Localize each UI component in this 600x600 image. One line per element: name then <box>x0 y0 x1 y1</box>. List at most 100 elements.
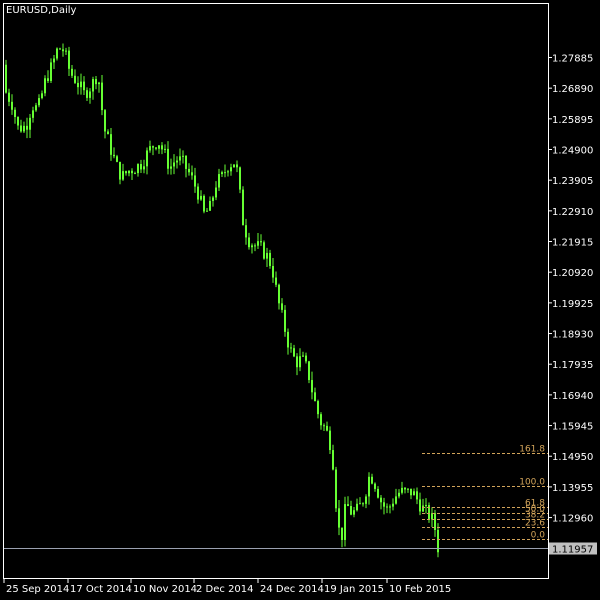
candle-body <box>80 81 82 88</box>
candle-body <box>437 529 439 553</box>
time-tick-label: 24 Dec 2014 <box>260 584 324 595</box>
candle-body <box>266 252 268 259</box>
candle-body <box>302 355 304 357</box>
candle-body <box>299 356 301 368</box>
candle-body <box>146 150 148 167</box>
symbol-label: EURUSD,Daily <box>6 5 77 16</box>
fibo-level-label: 61.8 <box>525 499 545 509</box>
candle-body <box>149 146 151 151</box>
candle-body <box>239 167 241 190</box>
candle-body <box>8 92 10 102</box>
candle-body <box>11 101 13 110</box>
candle-body <box>215 187 217 198</box>
current-price-tag-box <box>549 542 597 555</box>
candle-body <box>323 425 325 427</box>
candle-body <box>224 172 226 174</box>
price-tick-label: 1.23905 <box>552 176 593 187</box>
candle-body <box>278 284 280 304</box>
candle-body <box>56 48 58 59</box>
candle-body <box>230 167 232 172</box>
candle-body <box>401 487 403 493</box>
candle-body <box>137 164 139 174</box>
candle-body <box>251 245 253 248</box>
price-tick-label: 1.25895 <box>552 115 593 126</box>
candle-body <box>227 171 229 173</box>
candle-body <box>131 170 133 174</box>
candle-body <box>257 241 259 246</box>
candle-body <box>398 492 400 497</box>
candle-body <box>305 355 307 362</box>
candle-body <box>200 195 202 200</box>
candle-body <box>185 155 187 169</box>
candle-body <box>332 450 334 470</box>
candle-body <box>425 505 427 507</box>
candle-body <box>44 78 46 94</box>
candle-body <box>26 125 28 130</box>
current-price-tag: 1.11957 <box>549 542 597 556</box>
candle-body <box>38 98 40 106</box>
candle-body <box>236 164 238 168</box>
candle-body <box>242 189 244 226</box>
candle-body <box>29 117 31 130</box>
time-tick-label: 25 Sep 2014 <box>6 584 69 595</box>
candle-body <box>341 527 343 540</box>
candle-body <box>320 414 322 426</box>
fibo-level-label: 38.2 <box>525 511 545 521</box>
candle-body <box>347 504 349 507</box>
candle-body <box>176 160 178 163</box>
fibo-level-label: 50.0 <box>525 505 545 515</box>
candle-body <box>407 488 409 490</box>
fibo-level-label: 23.6 <box>525 519 545 529</box>
candle-body <box>359 503 361 505</box>
candle-body <box>50 62 52 81</box>
candle-body <box>32 110 34 118</box>
candle-body <box>155 147 157 149</box>
candle-body <box>290 347 292 349</box>
candle-body <box>362 503 364 505</box>
time-tick-label: 10 Nov 2014 <box>133 584 197 595</box>
candle-body <box>143 166 145 170</box>
candle-body <box>188 168 190 173</box>
candle-body <box>314 392 316 402</box>
candle-body <box>383 502 385 507</box>
candle-body <box>338 508 340 528</box>
candle-body <box>62 49 64 52</box>
candle-body <box>125 171 127 174</box>
candle-body <box>113 154 115 157</box>
candle-body <box>203 195 205 212</box>
candle-body <box>374 483 376 489</box>
candle-body <box>221 172 223 175</box>
candle-body <box>104 110 106 132</box>
candle-body <box>404 487 406 490</box>
price-tick-label: 1.24900 <box>552 146 593 157</box>
candle-body <box>296 356 298 368</box>
candle-body <box>107 131 109 135</box>
current-price-tag-label: 1.11957 <box>552 545 593 556</box>
price-tick-label: 1.19925 <box>552 299 593 310</box>
candle-body <box>371 476 373 484</box>
candle-body <box>335 469 337 509</box>
price-tick-label: 1.20920 <box>552 268 593 279</box>
candle-body <box>194 175 196 187</box>
candle-body <box>344 504 346 540</box>
candle-body <box>74 75 76 83</box>
candle-body <box>212 197 214 201</box>
candle-body <box>20 125 22 132</box>
candle-body <box>86 90 88 98</box>
fibonacci-retracement[interactable]: 161.8 100.0 61.850.038.223.6 0.0 <box>422 445 548 541</box>
candle-body <box>419 499 421 512</box>
candle-body <box>197 186 199 200</box>
candle-body <box>317 401 319 415</box>
candle-body <box>65 50 67 52</box>
time-tick-label: 17 Oct 2014 <box>70 584 132 595</box>
candle-body <box>413 491 415 496</box>
candle-body <box>380 497 382 503</box>
candle-body <box>140 164 142 170</box>
price-tick-label: 1.14950 <box>552 452 593 463</box>
fibo-level-label: 0.0 <box>531 531 546 541</box>
candle-body <box>422 505 424 512</box>
candle-body <box>218 174 220 188</box>
